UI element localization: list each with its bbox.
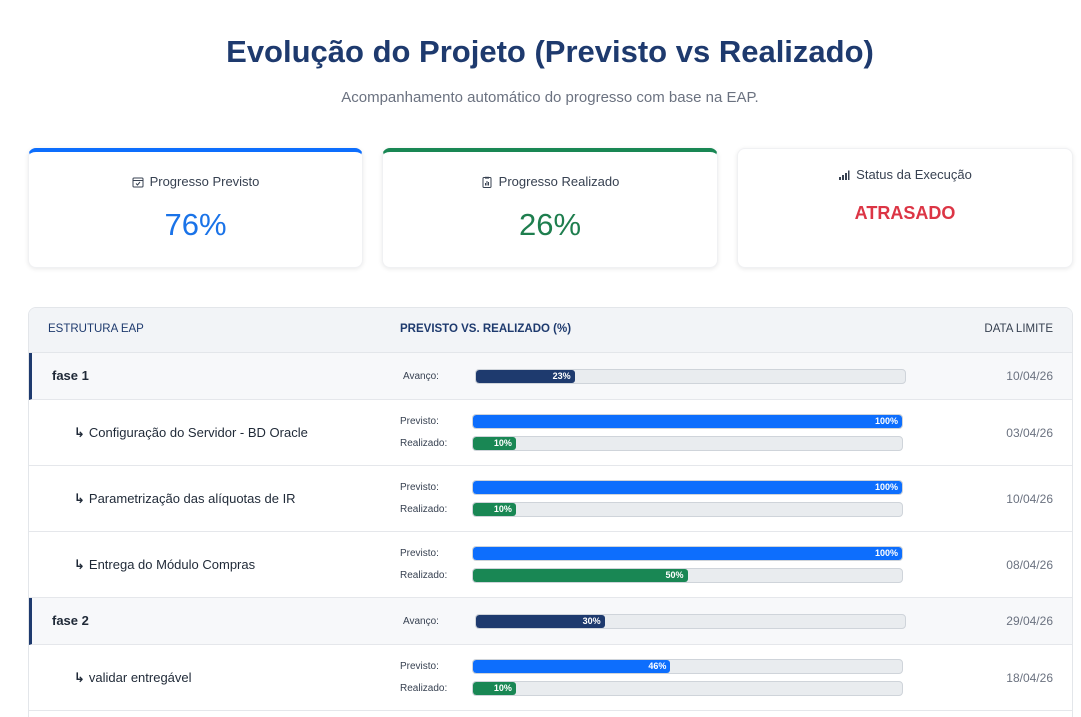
row-name-text: Entrega do Módulo Compras xyxy=(88,557,256,572)
row-name-text: fase 2 xyxy=(52,613,89,628)
advance-bar-label: Avanço: xyxy=(403,371,439,382)
task-name: ↳ Parametrização das alíquotas de IR xyxy=(74,491,296,507)
phase-row: fase 2 Avanço: 30% 29/04/26 xyxy=(29,598,1072,645)
row-name-text: fase 1 xyxy=(52,368,89,383)
bar-chart-icon xyxy=(839,170,850,180)
task-name: ↳ Configuração do Servidor - BD Oracle xyxy=(74,425,308,441)
clipboard-data-icon xyxy=(482,176,492,188)
actual-bar-track: 10% xyxy=(472,502,903,517)
planned-bar-label: Previsto: xyxy=(400,661,439,672)
row-name-text: validar entregável xyxy=(88,670,192,685)
actual-bar-track: 10% xyxy=(472,681,903,696)
deadline-date: 03/04/26 xyxy=(1006,426,1053,440)
task-row: ↳ Entrega do Módulo Compras Previsto: 100% R… xyxy=(29,532,1072,598)
advance-bar-track: 23% xyxy=(475,369,906,384)
phase-name: fase 2 xyxy=(52,613,89,628)
eap-table: ESTRUTURA EAP PREVISTO VS. REALIZADO (%)… xyxy=(28,307,1073,717)
planned-bar-track: 100% xyxy=(472,546,903,561)
planned-bar-fill: 100% xyxy=(473,547,902,560)
planned-bar-track: 100% xyxy=(472,480,903,495)
header-deadline: DATA LIMITE xyxy=(984,323,1053,335)
header-progress: PREVISTO VS. REALIZADO (%) xyxy=(400,323,572,335)
deadline-date: 10/04/26 xyxy=(1006,369,1053,383)
header-structure: ESTRUTURA EAP xyxy=(48,323,144,335)
task-row: ↳ Parametrização das alíquotas de IR Previ… xyxy=(29,466,1072,532)
subtask-arrow-icon: ↳ xyxy=(74,491,85,506)
advance-bar-fill: 30% xyxy=(476,615,605,628)
task-name: ↳ Entrega do Módulo Compras xyxy=(74,557,255,573)
phase-row: fase 1 Avanço: 23% 10/04/26 xyxy=(29,353,1072,400)
deadline-date: 08/04/26 xyxy=(1006,558,1053,572)
actual-bar-label: Realizado: xyxy=(400,438,448,449)
page-subtitle: Acompanhamento automático do progresso c… xyxy=(341,89,759,106)
actual-bar-label: Realizado: xyxy=(400,504,448,515)
actual-bar-track: 50% xyxy=(472,568,903,583)
calendar-check-icon xyxy=(132,177,144,187)
subtask-arrow-icon: ↳ xyxy=(74,425,85,440)
row-name-text: Configuração do Servidor - BD Oracle xyxy=(88,425,308,440)
actual-bar-fill: 50% xyxy=(473,569,688,582)
actual-bar-label: Realizado: xyxy=(400,570,448,581)
planned-progress-label: Progresso Previsto xyxy=(149,174,260,189)
phase-name: fase 1 xyxy=(52,368,89,383)
advance-bar-track: 30% xyxy=(475,614,906,629)
task-name: ↳ validar entregável xyxy=(74,670,192,686)
advance-bar-label: Avanço: xyxy=(403,616,439,627)
subtask-arrow-icon: ↳ xyxy=(74,670,85,685)
actual-bar-label: Realizado: xyxy=(400,683,448,694)
task-row: ↳ Configuração do Servidor - BD Oracle Pre… xyxy=(29,400,1072,466)
actual-progress-label: Progresso Realizado xyxy=(498,174,620,189)
planned-bar-label: Previsto: xyxy=(400,548,439,559)
deadline-date: 10/04/26 xyxy=(1006,492,1053,506)
planned-bar-label: Previsto: xyxy=(400,482,439,493)
deadline-date: 29/04/26 xyxy=(1006,614,1053,628)
planned-bar-fill: 100% xyxy=(473,415,902,428)
actual-bar-fill: 10% xyxy=(473,437,516,450)
deadline-date: 18/04/26 xyxy=(1006,671,1053,685)
actual-bar-fill: 10% xyxy=(473,503,516,516)
actual-bar-track: 10% xyxy=(472,436,903,451)
execution-status-label: Status da Execução xyxy=(856,167,972,182)
advance-bar-fill: 23% xyxy=(476,370,575,383)
task-row: ↳ validar entregável Previsto: 46% Realizado… xyxy=(29,645,1072,711)
actual-progress-value: 26% xyxy=(518,207,582,242)
planned-bar-track: 100% xyxy=(472,414,903,429)
execution-status-value: ATRASADO xyxy=(854,203,956,223)
execution-status-card: Status da Execução ATRASADO xyxy=(737,148,1073,268)
actual-bar-fill: 10% xyxy=(473,682,516,695)
planned-bar-label: Previsto: xyxy=(400,416,439,427)
planned-progress-card: Progresso Previsto 76% xyxy=(28,148,363,268)
planned-bar-fill: 46% xyxy=(473,660,671,673)
planned-bar-track: 46% xyxy=(472,659,903,674)
table-header: ESTRUTURA EAP PREVISTO VS. REALIZADO (%)… xyxy=(29,308,1072,353)
page-title: Evolução do Projeto (Previsto vs Realiza… xyxy=(226,34,874,69)
row-name-text: Parametrização das alíquotas de IR xyxy=(88,491,296,506)
subtask-arrow-icon: ↳ xyxy=(74,557,85,572)
actual-progress-card: Progresso Realizado 26% xyxy=(382,148,718,268)
planned-progress-value: 76% xyxy=(164,207,227,242)
planned-bar-fill: 100% xyxy=(473,481,902,494)
